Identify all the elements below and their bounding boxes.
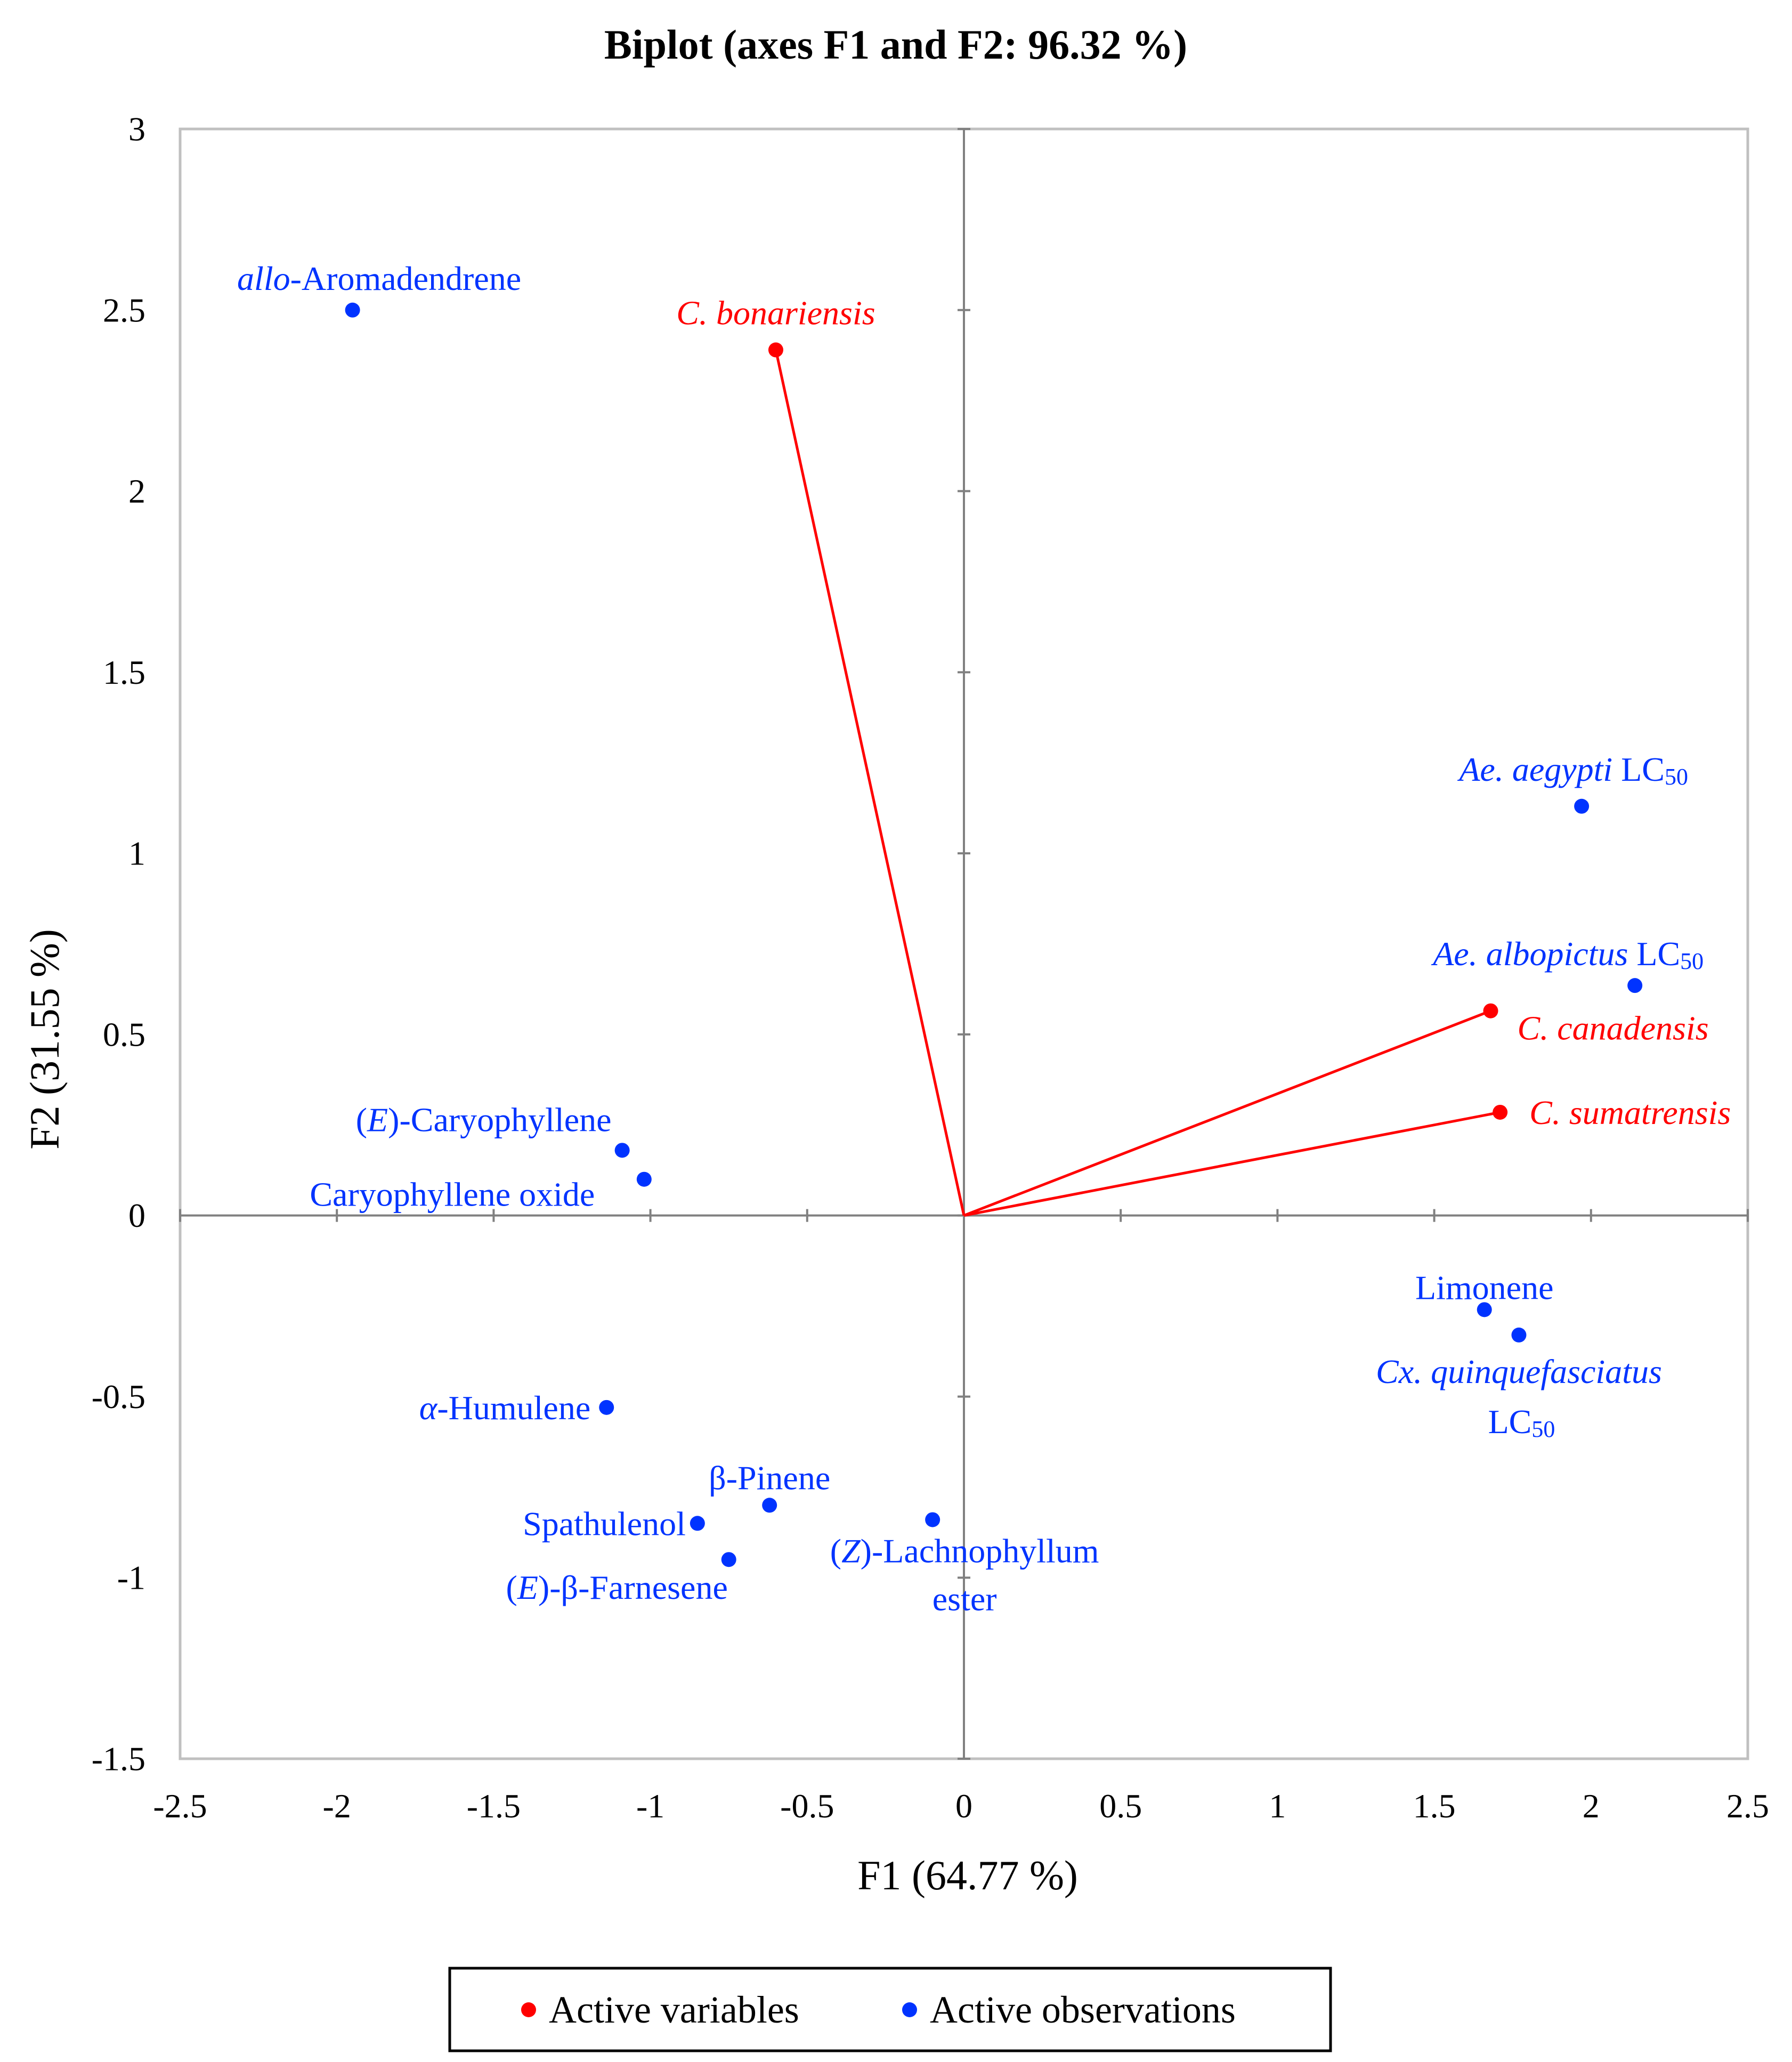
variable-vector bbox=[963, 1009, 1491, 1217]
x-tick-label: 1 bbox=[1269, 1787, 1286, 1825]
y-tick-label: 2 bbox=[128, 472, 145, 510]
y-tick-label: -1.5 bbox=[92, 1740, 145, 1778]
labels-layer: allo-Aromadendrene Ae. aegypti LC50 Ae. al… bbox=[237, 259, 1731, 1618]
variable-vector bbox=[774, 349, 966, 1216]
observation-point bbox=[925, 1512, 940, 1527]
x-tick-label: 0 bbox=[955, 1787, 972, 1825]
observation-point bbox=[1477, 1302, 1492, 1317]
y-tick-label: -1 bbox=[117, 1559, 145, 1597]
point-label-c-bonariensis: C. bonariensis bbox=[676, 294, 875, 331]
point-label-limonene: Limonene bbox=[1415, 1268, 1553, 1306]
variable-vector bbox=[963, 1111, 1501, 1217]
legend-variables-label: Active variables bbox=[549, 1988, 799, 2031]
y-tick-label: 1 bbox=[128, 835, 145, 872]
x-tick-label: 2.5 bbox=[1726, 1787, 1769, 1825]
point-label-allo-aromadendrene: allo-Aromadendrene bbox=[237, 259, 521, 297]
point-label-ae-albopictus: Ae. albopictus LC50 bbox=[1431, 935, 1704, 974]
x-axis-label: F1 (64.77 %) bbox=[857, 1852, 1078, 1898]
x-tick-label: 0.5 bbox=[1099, 1787, 1142, 1825]
chart-title: Biplot (axes F1 and F2: 96.32 %) bbox=[604, 21, 1187, 68]
x-tick-label: 2 bbox=[1583, 1787, 1600, 1825]
y-tick-label: 0.5 bbox=[103, 1015, 145, 1053]
legend-box bbox=[448, 1967, 1332, 2052]
observation-point bbox=[614, 1143, 630, 1158]
variable-point bbox=[1493, 1104, 1508, 1120]
observation-point bbox=[762, 1498, 777, 1513]
legend: Active variables Active observations bbox=[448, 1967, 1332, 2052]
observation-point bbox=[1627, 978, 1643, 993]
point-label-spathulenol: Spathulenol bbox=[523, 1505, 686, 1542]
x-tick-label: -2 bbox=[323, 1787, 351, 1825]
point-label-c-sumatrensis: C. sumatrensis bbox=[1529, 1093, 1731, 1131]
observation-point bbox=[636, 1171, 652, 1187]
point-label-cx-quinquefasciatus: Cx. quinquefasciatus bbox=[1376, 1352, 1662, 1390]
legend-observations-marker bbox=[902, 2002, 917, 2017]
point-label-cx-quinquefasciatus-line2: LC50 bbox=[1488, 1402, 1555, 1442]
legend-observations-label: Active observations bbox=[930, 1988, 1236, 2031]
ticks-layer: -2.5 -2 -1.5 -1 -0.5 0 0.5 1 1.5 2 2.5 -1.5 -1 -0.5 0 0… bbox=[92, 110, 1769, 1825]
observation-point bbox=[599, 1400, 614, 1415]
x-tick-label: 1.5 bbox=[1413, 1787, 1456, 1825]
point-label-e-beta-farnesene: (E)-β-Farnesene bbox=[506, 1568, 728, 1606]
x-tick-label: -1.5 bbox=[467, 1787, 521, 1825]
x-tick-label: -2.5 bbox=[153, 1787, 207, 1825]
point-label-ae-aegypti: Ae. aegypti LC50 bbox=[1457, 750, 1688, 789]
y-tick-label: 1.5 bbox=[103, 653, 145, 691]
point-label-e-caryophyllene: (E)-Caryophyllene bbox=[356, 1101, 612, 1138]
observation-point bbox=[1574, 798, 1590, 814]
y-tick-label: 0 bbox=[128, 1196, 145, 1234]
variable-point bbox=[768, 342, 783, 358]
y-tick-label: -0.5 bbox=[92, 1378, 145, 1416]
x-tick-label: -0.5 bbox=[780, 1787, 834, 1825]
y-tick-label: 3 bbox=[128, 110, 145, 148]
legend-variables-marker bbox=[521, 2002, 536, 2017]
y-tick-label: 2.5 bbox=[103, 291, 145, 329]
point-label-c-canadensis: C. canadensis bbox=[1518, 1009, 1709, 1047]
point-label-alpha-humulene: α-Humulene bbox=[419, 1388, 591, 1426]
observation-point bbox=[690, 1516, 705, 1531]
vectors-layer bbox=[774, 349, 1501, 1217]
points-layer bbox=[345, 302, 1643, 1567]
observation-point bbox=[1511, 1327, 1527, 1343]
variable-point bbox=[1483, 1003, 1498, 1018]
y-axis-label: F2 (31.55 %) bbox=[21, 929, 68, 1150]
observation-point bbox=[721, 1552, 736, 1567]
x-tick-label: -1 bbox=[636, 1787, 664, 1825]
observation-point bbox=[345, 302, 360, 318]
point-label-z-lachnophyllum-ester-line2: ester bbox=[933, 1580, 997, 1618]
point-label-caryophyllene-oxide: Caryophyllene oxide bbox=[310, 1175, 595, 1213]
point-label-beta-pinene: β-Pinene bbox=[709, 1459, 830, 1497]
point-label-z-lachnophyllum-ester: (Z)-Lachnophyllum bbox=[830, 1532, 1099, 1570]
